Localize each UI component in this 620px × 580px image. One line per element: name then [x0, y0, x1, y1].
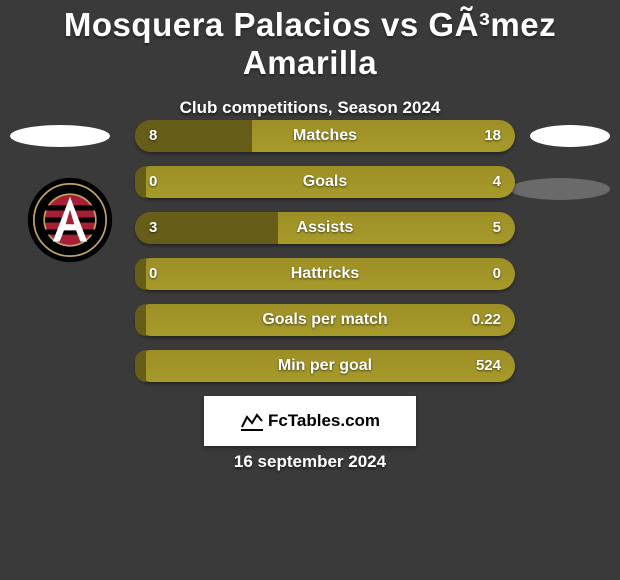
stat-row: Goals per match0.22	[135, 304, 515, 336]
stat-row: 0Goals4	[135, 166, 515, 198]
stat-label: Matches	[135, 120, 515, 152]
svg-text:ATLANTA: ATLANTA	[27, 177, 59, 179]
left-team-ellipse	[10, 125, 110, 147]
atlanta-united-badge: ATLANTA	[27, 177, 113, 263]
page-title: Mosquera Palacios vs GÃ³mez Amarilla	[0, 0, 620, 82]
stat-right-value: 18	[484, 120, 501, 152]
page-subtitle: Club competitions, Season 2024	[0, 98, 620, 118]
stat-label: Goals per match	[135, 304, 515, 336]
stat-row: 0Hattricks0	[135, 258, 515, 290]
right-team-ellipse-1	[530, 125, 610, 147]
stat-label: Min per goal	[135, 350, 515, 382]
stat-label: Goals	[135, 166, 515, 198]
brand-badge: FcTables.com	[204, 396, 416, 446]
right-team-ellipse-2	[510, 178, 610, 200]
stat-right-value: 0.22	[472, 304, 501, 336]
stat-right-value: 524	[476, 350, 501, 382]
stat-right-value: 5	[493, 212, 501, 244]
brand-label: FcTables.com	[268, 411, 380, 431]
stat-right-value: 4	[493, 166, 501, 198]
chart-icon	[240, 411, 264, 431]
stats-chart: 8Matches180Goals43Assists50Hattricks0Goa…	[135, 120, 515, 396]
stat-right-value: 0	[493, 258, 501, 290]
stat-label: Hattricks	[135, 258, 515, 290]
stat-row: 8Matches18	[135, 120, 515, 152]
stat-label: Assists	[135, 212, 515, 244]
footer-date: 16 september 2024	[0, 452, 620, 472]
stat-row: Min per goal524	[135, 350, 515, 382]
stat-row: 3Assists5	[135, 212, 515, 244]
